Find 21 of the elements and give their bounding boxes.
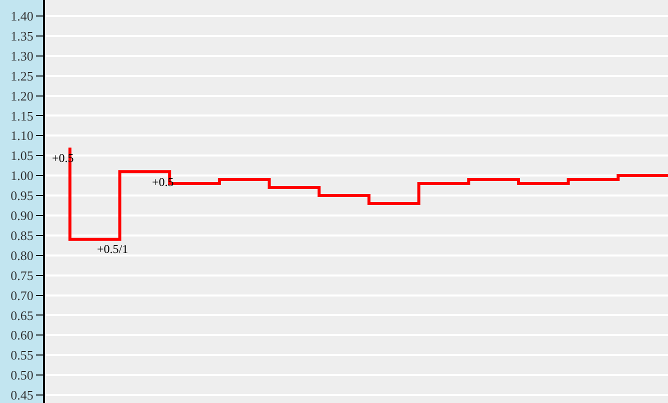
y-tick-label: 0.90 [10, 208, 34, 224]
y-tick-label: 0.70 [10, 288, 34, 303]
y-tick-label: 1.15 [10, 108, 34, 124]
y-tick-label: 0.65 [10, 308, 34, 323]
y-tick-label: 0.50 [10, 368, 34, 383]
y-tick-label: 1.00 [10, 168, 34, 184]
y-tick-label: 0.80 [10, 248, 34, 263]
y-tick-label: 1.25 [10, 68, 34, 84]
y-tick-label: 0.55 [10, 348, 34, 363]
y-tick-label: 1.30 [10, 48, 34, 64]
y-tick-label: 1.10 [10, 128, 34, 144]
y-tick-label: 0.95 [10, 188, 34, 204]
y-tick-label: 1.35 [10, 28, 34, 44]
y-tick-label: 1.40 [10, 8, 34, 24]
y-tick-label: 0.45 [10, 388, 34, 403]
y-tick-label: 0.60 [10, 328, 34, 343]
y-tick-label: 1.20 [10, 88, 34, 104]
y-tick-label: 0.75 [10, 268, 34, 283]
y-tick-label: 0.85 [10, 228, 34, 243]
y-tick-label: 1.05 [10, 148, 34, 164]
annotation: +0.5/1 [97, 242, 128, 256]
